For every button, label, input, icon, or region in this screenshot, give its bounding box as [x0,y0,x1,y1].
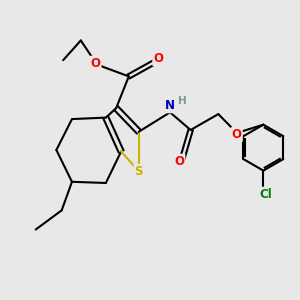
Text: O: O [91,57,100,70]
Text: O: O [153,52,163,65]
Text: Cl: Cl [259,188,272,201]
Text: O: O [232,128,242,141]
Text: S: S [135,165,143,178]
Text: H: H [178,96,187,106]
Text: O: O [174,155,184,168]
Text: N: N [164,99,174,112]
